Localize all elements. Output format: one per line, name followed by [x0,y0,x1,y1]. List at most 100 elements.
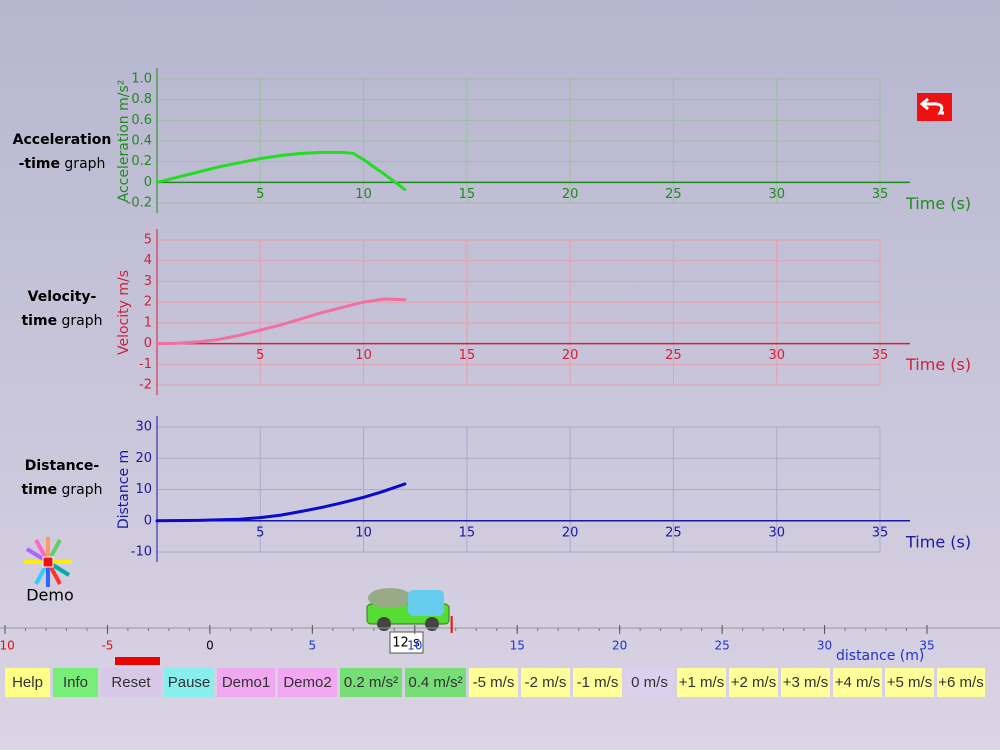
curve [155,150,407,192]
button[interactable]: -1 m/s [573,668,622,697]
y-tick-label: 5 [144,233,152,248]
y-axis-label: Acceleration m/s² [116,80,132,203]
graph-title-bold: time [21,482,57,498]
y-tick-label: 4 [144,253,152,268]
distance-axis-label: distance (m) [836,648,924,664]
button[interactable]: +3 m/s [781,668,830,697]
button[interactable]: Demo1 [217,668,275,697]
y-axis-label: Distance m [116,450,132,529]
distance-tick-label: 5 [309,639,317,653]
button[interactable]: -5 m/s [469,668,518,697]
y-tick-label: 0 [144,513,152,528]
demo-label[interactable]: Demo [26,586,74,605]
y-tick-label: 30 [135,420,152,435]
button[interactable]: Pause [164,668,214,697]
x-tick-label: 20 [562,525,579,540]
curve [155,297,407,346]
y-tick-label: 10 [135,482,152,497]
time-box [389,631,424,654]
x-tick-label: 25 [665,187,682,202]
x-tick-label: 10 [355,348,372,363]
time-label: 12 s [392,636,420,651]
graph-title: Distance- [25,458,100,474]
graph-title: Acceleration [13,132,112,148]
distance-tick-label: 0 [206,639,214,653]
y-tick-label: 1.0 [131,72,152,87]
button[interactable]: Reset [101,668,161,697]
x-tick-label: 10 [355,525,372,540]
graph-title-bold: -time [19,156,60,172]
x-axis-label: Time (s) [905,355,971,374]
x-tick-label: 5 [256,348,264,363]
button[interactable]: Info [53,668,98,697]
x-tick-label: 15 [459,525,476,540]
x-tick-label: 20 [562,348,579,363]
graph-title-plain: graph [64,156,105,172]
reset-indicator [115,657,160,665]
y-tick-label: -2 [139,378,152,393]
button[interactable]: +6 m/s [937,668,985,697]
y-tick-label: 0.2 [131,154,152,169]
button[interactable]: -2 m/s [521,668,570,697]
distance-tick-label: -10 [0,639,15,653]
button[interactable]: +4 m/s [833,668,882,697]
x-tick-label: 5 [256,187,264,202]
graph-title: time graph [21,482,102,498]
distance-tick-label: 15 [510,639,525,653]
x-tick-label: 30 [768,187,785,202]
distance-tick-label: 30 [817,639,832,653]
x-tick-label: 25 [665,525,682,540]
button[interactable]: 0 m/s [625,668,674,697]
x-tick-label: 35 [872,525,889,540]
y-tick-label: 0 [144,336,152,351]
distance-tick-label: 35 [919,639,934,653]
graph-title-plain: graph [62,482,103,498]
button[interactable]: Help [5,668,50,697]
graph-title-plain: graph [62,313,103,329]
x-tick-label: 35 [872,348,889,363]
graphs-canvas: Demo 12 s -0.200.20.40.60.81.05 10 15 20 25 3… [0,68,1000,664]
graph-title: Velocity- [28,289,97,305]
button[interactable]: +1 m/s [677,668,726,697]
y-tick-label: -1 [139,357,152,372]
y-axis-label: Velocity m/s [116,270,132,355]
button[interactable]: 0.4 m/s² [405,668,466,697]
x-tick-label: 30 [768,525,785,540]
x-tick-label: 35 [872,187,889,202]
x-tick-label: 25 [665,348,682,363]
y-tick-label: 1 [144,315,152,330]
distance-tick-label: 10 [407,639,422,653]
y-tick-label: -0.2 [127,196,152,211]
distance-tick-label: 25 [714,639,729,653]
y-tick-label: 0.8 [131,92,152,107]
x-tick-label: 10 [355,187,372,202]
demo-icon[interactable] [24,537,72,587]
y-tick-label: 0 [144,175,152,190]
graph-title: time graph [21,313,102,329]
y-tick-label: 2 [144,295,152,310]
button[interactable]: +2 m/s [729,668,778,697]
y-tick-label: 0.6 [131,113,152,128]
x-axis-label: Time (s) [905,532,971,551]
distance-tick-label: 20 [612,639,627,653]
button[interactable]: Demo2 [278,668,337,697]
distance-tick-label: -5 [101,639,113,653]
y-tick-label: 3 [144,274,152,289]
graph-title: -time graph [19,156,106,172]
y-tick-label: 20 [135,451,152,466]
y-tick-label: -10 [131,545,152,560]
curve [155,482,407,523]
graph-title-bold: time [21,313,57,329]
x-tick-label: 15 [459,348,476,363]
x-tick-label: 20 [562,187,579,202]
x-tick-label: 5 [256,525,264,540]
x-axis-label: Time (s) [905,194,971,213]
x-tick-label: 15 [459,187,476,202]
button[interactable]: 0.2 m/s² [340,668,402,697]
car [366,588,450,631]
x-tick-label: 30 [768,348,785,363]
y-tick-label: 0.4 [131,134,152,149]
back-button[interactable] [917,93,952,121]
button[interactable]: +5 m/s [885,668,934,697]
